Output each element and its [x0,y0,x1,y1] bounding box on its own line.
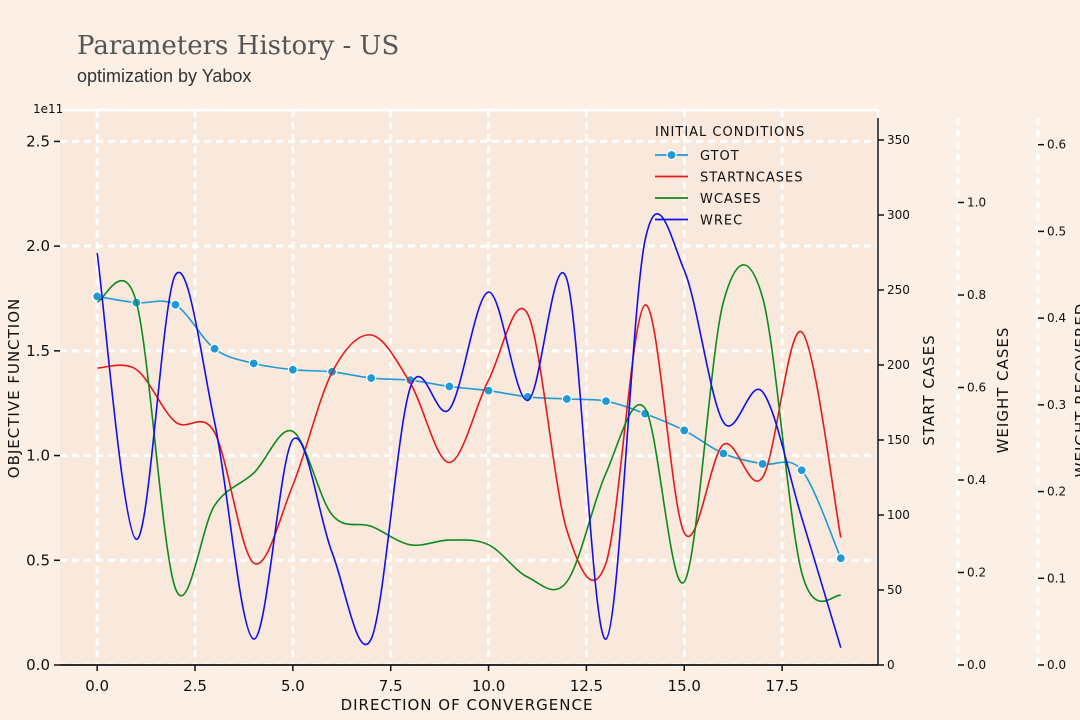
start-cases-axis-tick-label: 100 [887,508,910,522]
axes: 0.0 2.5 5.0 7.5 10.0 12.5 15.0 17.5 0.0 0.5 1.0 1.5… [26,118,1066,695]
data-point-gtot [170,299,181,310]
data-point-gtot [444,381,455,392]
y-tick-label: 2.5 [26,132,50,150]
data-point-gtot [287,364,298,375]
x-tick-label: 15.0 [668,677,701,695]
y-tick-label: 0.0 [26,656,50,674]
start-cases-axis-tick-label: 250 [887,283,910,297]
data-point-gtot [248,358,259,369]
data-point-gtot [718,448,729,459]
y-tick-label: 1.5 [26,342,50,360]
weight-recovered-axis-tick-label: 0.4 [1047,311,1066,325]
x-axis-label: DIRECTION OF CONVERGENCE [341,696,594,714]
data-point-gtot [209,343,220,354]
weight-recovered-axis-tick-label: 0.0 [1047,658,1066,672]
y-axis-label: OBJECTIVE FUNCTION [5,298,23,478]
weight-cases-axis-tick-label: 0.4 [967,473,986,487]
series-line-wrec [96,213,842,648]
legend-label: WCASES [700,192,762,207]
y-tick-label: 1.0 [26,447,50,465]
chart-title: Parameters History - US [77,31,399,61]
x-tick-label: 17.5 [765,677,798,695]
legend-marker [666,149,677,161]
weight-cases-axis-tick-label: 0.8 [967,288,986,302]
weight-cases-axis-tick-label: 0.0 [967,658,986,672]
legend-title: INITIAL CONDITIONS [655,125,805,140]
weight-recovered-axis-tick-label: 0.5 [1047,224,1066,238]
y-tick-label: 2.0 [26,237,50,255]
start-cases-axis-tick-label: 0 [887,658,895,672]
data-point-gtot [679,425,690,436]
start-cases-axis-tick-label: 300 [887,208,910,222]
weight-recovered-axis-label: WEIGHT RECOVERED [1072,303,1080,478]
x-tick-label: 0.0 [85,677,109,695]
x-tick-label: 5.0 [281,677,305,695]
weight-recovered-axis-tick-label: 0.6 [1047,138,1066,152]
start-cases-axis-tick-label: 50 [887,583,902,597]
weight-recovered-axis-tick-label: 0.3 [1047,398,1066,412]
x-tick-label: 10.0 [472,677,505,695]
weight-recovered-axis-tick-label: 0.2 [1047,485,1066,499]
x-tick-label: 7.5 [379,677,403,695]
start-cases-axis-tick-label: 150 [887,433,910,447]
legend-label: STARTNCASES [700,171,804,186]
data-point-gtot [561,393,572,405]
data-point-gtot [835,553,846,564]
weight-recovered-axis-tick-label: 0.1 [1047,571,1066,585]
series-line-wcases [96,264,842,603]
y-tick-label: 0.5 [26,551,50,569]
weight-cases-axis-tick-label: 0.6 [967,381,986,395]
series-group [92,213,846,648]
start-cases-axis-label: START CASES [920,334,938,445]
x-tick-label: 12.5 [570,677,603,695]
chart-subtitle: optimization by Yabox [77,66,251,86]
x-tick-label: 2.5 [183,677,207,695]
y-offset-text: 1e11 [33,102,63,116]
legend: INITIAL CONDITIONS GTOT STARTNCASES WCASES W… [655,125,805,229]
weight-cases-axis-tick-label: 0.2 [967,566,986,580]
data-point-gtot [600,396,612,407]
legend-label: GTOT [700,149,740,164]
start-cases-axis-tick-label: 350 [887,133,910,147]
series-line-startncases [97,304,842,581]
data-point-gtot [366,372,377,384]
weight-cases-axis-label: WEIGHT CASES [994,327,1012,454]
start-cases-axis-tick-label: 200 [887,358,910,372]
legend-label: WREC [700,214,743,229]
weight-cases-axis-tick-label: 1.0 [967,196,986,210]
data-point-gtot [796,465,807,476]
data-point-gtot [757,458,768,470]
